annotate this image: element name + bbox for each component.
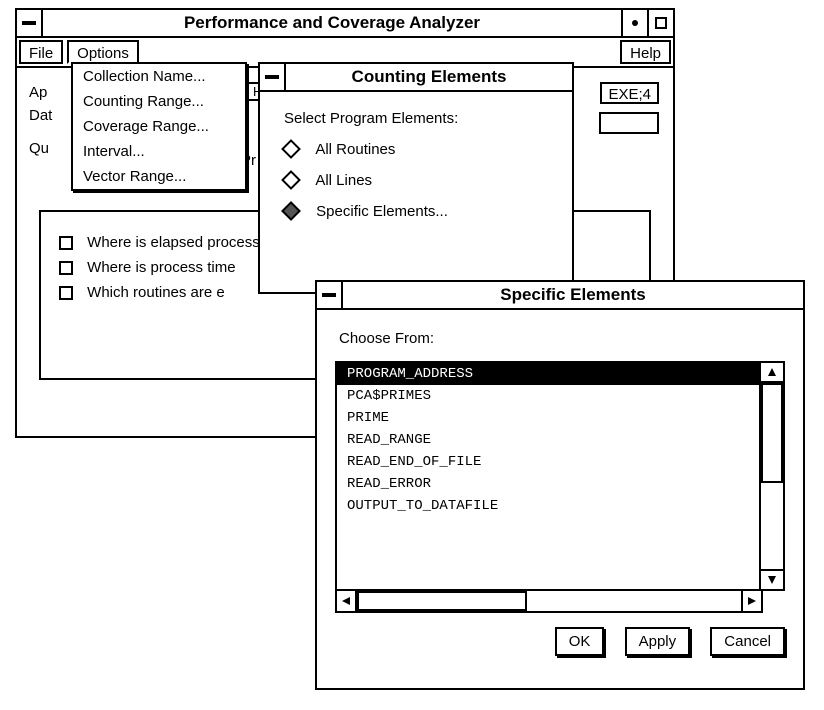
list-item[interactable]: PRIME [337,407,759,429]
scroll-track[interactable] [357,591,741,611]
list-item[interactable]: PCA$PRIMES [337,385,759,407]
scroll-thumb[interactable] [357,591,527,611]
specific-body: Choose From: PROGRAM_ADDRESS PCA$PRIMES … [317,310,803,670]
dialog-buttons: OK Apply Cancel [335,627,785,656]
option-label: All Lines [315,172,372,189]
specific-dialog: Specific Elements Choose From: PROGRAM_A… [315,280,805,690]
menu-file[interactable]: File [19,40,63,64]
maximize-button[interactable] [647,10,673,36]
form-row2-prefix: Dat [29,107,52,124]
specific-title: Specific Elements [343,282,803,308]
diamond-icon[interactable] [281,201,301,221]
option-label: All Routines [315,141,395,158]
menu-item-counting-range[interactable]: Counting Range... [73,89,245,114]
counting-title: Counting Elements [286,64,572,90]
window-menu-button[interactable] [17,10,43,36]
specific-prompt: Choose From: [339,330,785,347]
minimize-button[interactable] [621,10,647,36]
scroll-left-icon[interactable] [337,591,357,611]
checkbox-icon[interactable] [59,236,73,250]
scroll-thumb[interactable] [761,383,783,483]
menu-item-interval[interactable]: Interval... [73,139,245,164]
elements-listbox[interactable]: PROGRAM_ADDRESS PCA$PRIMES PRIME READ_RA… [335,361,785,591]
menu-options[interactable]: Options [67,40,139,64]
list-item[interactable]: READ_ERROR [337,473,759,495]
option-all-lines[interactable]: All Lines [284,172,548,189]
list-item[interactable]: READ_END_OF_FILE [337,451,759,473]
exe-field[interactable]: EXE;4 [600,82,659,104]
counting-body: Select Program Elements: All Routines Al… [260,92,572,252]
counting-prompt: Select Program Elements: [284,110,548,127]
form-row3-prefix: Qu [29,140,49,157]
menu-item-vector-range[interactable]: Vector Range... [73,164,245,189]
text-field[interactable] [599,112,659,134]
list-item[interactable]: READ_RANGE [337,429,759,451]
form-row1-prefix: Ap [29,84,47,101]
query-label: Which routines are e [87,284,225,301]
window-menu-button[interactable] [260,64,286,90]
cancel-button[interactable]: Cancel [710,627,785,656]
main-titlebar: Performance and Coverage Analyzer [17,10,673,38]
counting-titlebar: Counting Elements [260,64,572,92]
scroll-right-icon[interactable] [741,591,761,611]
apply-button[interactable]: Apply [625,627,691,656]
menu-item-collection-name[interactable]: Collection Name... [73,64,245,89]
list-item[interactable]: PROGRAM_ADDRESS [337,363,759,385]
checkbox-icon[interactable] [59,261,73,275]
ok-button[interactable]: OK [555,627,605,656]
checkbox-icon[interactable] [59,286,73,300]
window-menu-button[interactable] [317,282,343,308]
menu-help[interactable]: Help [620,40,671,64]
diamond-icon[interactable] [281,139,301,159]
vertical-scrollbar[interactable] [761,363,783,589]
scroll-track[interactable] [761,383,783,569]
list-item[interactable]: OUTPUT_TO_DATAFILE [337,495,759,517]
option-all-routines[interactable]: All Routines [284,141,548,158]
specific-titlebar: Specific Elements [317,282,803,310]
options-dropdown: Collection Name... Counting Range... Cov… [71,62,247,191]
horizontal-scrollbar[interactable] [335,591,763,613]
form-row2-field [599,112,659,134]
scroll-up-icon[interactable] [761,363,783,383]
query-label: Where is process time [87,259,235,276]
option-specific-elements[interactable]: Specific Elements... [284,203,548,220]
form-row1-suffix: EXE;4 [600,82,659,104]
menu-item-coverage-range[interactable]: Coverage Range... [73,114,245,139]
scroll-down-icon[interactable] [761,569,783,589]
option-label: Specific Elements... [316,203,448,220]
list-view[interactable]: PROGRAM_ADDRESS PCA$PRIMES PRIME READ_RA… [337,363,761,589]
main-window-title: Performance and Coverage Analyzer [43,10,621,36]
counting-dialog: Counting Elements Select Program Element… [258,62,574,294]
diamond-icon[interactable] [281,170,301,190]
